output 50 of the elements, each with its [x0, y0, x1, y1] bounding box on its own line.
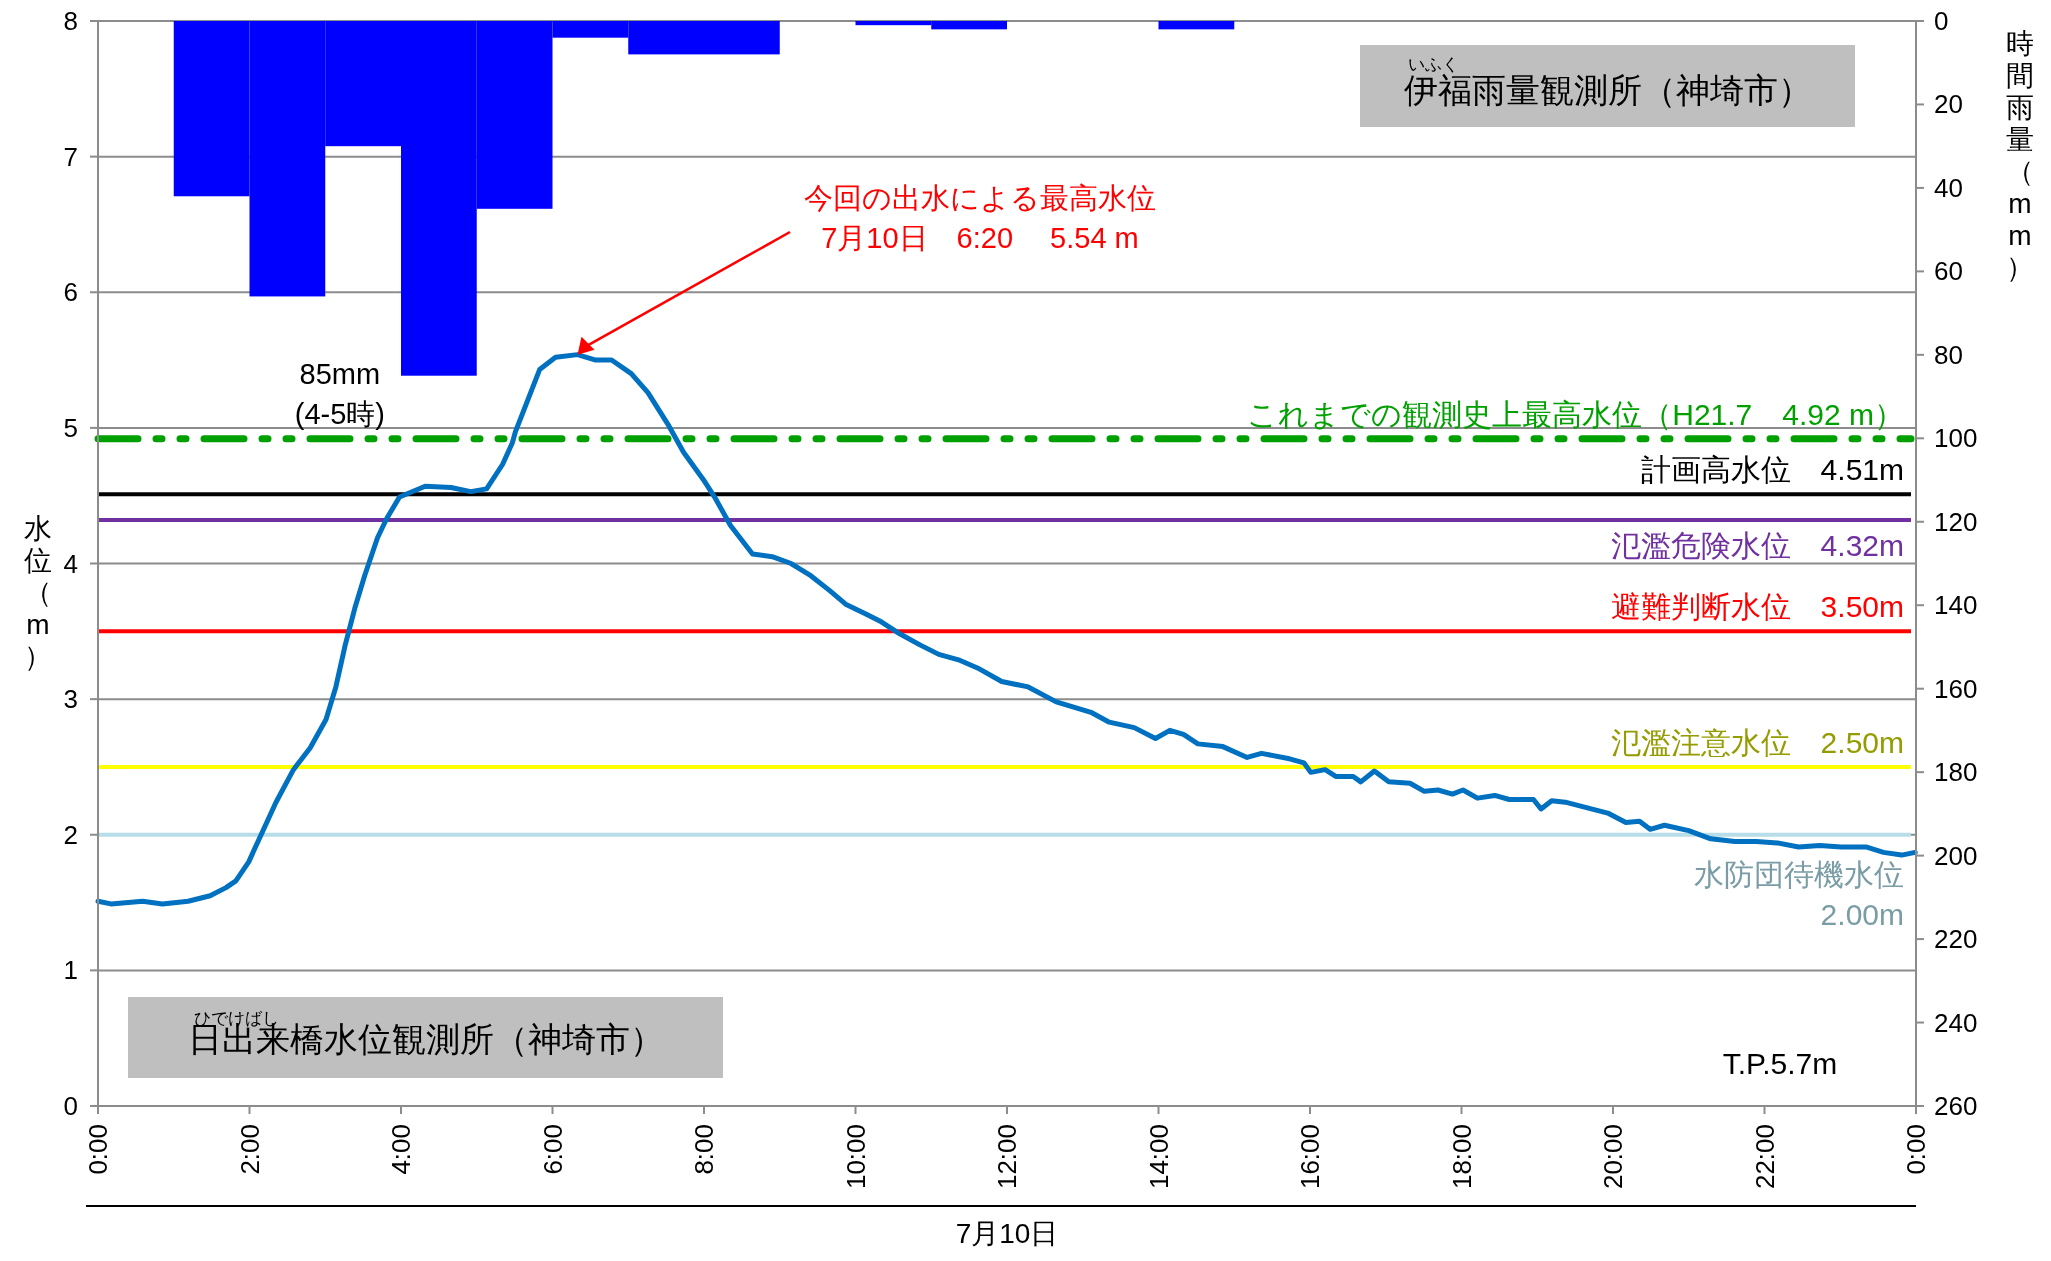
y2-tick-label: 60 — [1934, 256, 1963, 287]
x-tick-label: 2:00 — [234, 1124, 265, 1175]
y-tick-label: 2 — [63, 819, 78, 850]
y-tick-label: 0 — [63, 1091, 78, 1121]
annotation: T.P.5.7m — [1722, 1047, 1838, 1080]
y-axis-title: 水位（m） — [24, 513, 52, 672]
y2-tick-label: 40 — [1934, 172, 1963, 203]
y2-tick-label: 80 — [1934, 339, 1963, 370]
x-tick-label: 14:00 — [1143, 1124, 1174, 1190]
annotation: いふく — [1408, 55, 1459, 74]
y2-tick-label: 240 — [1934, 1007, 1978, 1038]
y-tick-label: 3 — [63, 684, 78, 715]
ref-line-label: 水防団待機水位 2.00m — [1694, 857, 1904, 931]
y-tick-label: 5 — [63, 412, 78, 443]
x-tick-label: 20:00 — [1598, 1124, 1628, 1190]
bar — [1158, 21, 1235, 30]
ref-line-label: 氾濫危険水位 4.32m — [1610, 529, 1904, 563]
y2-tick-label: 120 — [1934, 506, 1978, 537]
ref-line-label: 避難判断水位 3.50m — [1610, 590, 1904, 624]
x-tick-label: 4:00 — [386, 1124, 416, 1175]
x-tick-label: 0:00 — [83, 1124, 113, 1175]
y2-tick-label: 0 — [1934, 6, 1949, 36]
x-tick-label: 16:00 — [1295, 1124, 1325, 1190]
x-tick-label: 0:00 — [1901, 1124, 1931, 1175]
x-tick-label: 22:00 — [1749, 1124, 1780, 1190]
y2-tick-label: 200 — [1934, 840, 1978, 871]
annotation: 85mm (4-5時) — [294, 358, 385, 431]
x-tick-label: 10:00 — [840, 1124, 871, 1190]
annotation: 今回の出水による最高水位 7月10日 6:20 5.54 m — [804, 182, 1156, 254]
y-tick-label: 4 — [63, 548, 78, 579]
y-tick-label: 7 — [63, 141, 78, 172]
y2-tick-label: 100 — [1934, 423, 1978, 454]
x-tick-label: 8:00 — [689, 1124, 719, 1175]
y2-tick-label: 220 — [1934, 924, 1978, 955]
y-tick-label: 1 — [63, 955, 78, 986]
ref-line-label: 氾濫注意水位 2.50m — [1610, 725, 1904, 759]
x-tick-label: 18:00 — [1446, 1124, 1477, 1190]
y2-tick-label: 180 — [1934, 757, 1978, 788]
y2-tick-label: 20 — [1934, 89, 1963, 120]
y2-tick-label: 260 — [1934, 1091, 1978, 1121]
ref-line-label: 計画高水位 4.51m — [1640, 453, 1904, 487]
x-tick-label: 6:00 — [537, 1124, 568, 1175]
x-axis-title: 7月10日 — [955, 1218, 1059, 1249]
y-tick-label: 8 — [63, 6, 78, 36]
y2-tick-label: 140 — [1934, 590, 1978, 621]
y-tick-label: 6 — [63, 277, 78, 308]
x-tick-label: 12:00 — [992, 1124, 1022, 1190]
ref-line-label: これまでの観測史上最高水位（H21.7 4.92 m） — [1247, 397, 1904, 431]
y2-tick-label: 160 — [1934, 673, 1978, 704]
y2-axis-title: 時間雨量（mm） — [2006, 28, 2034, 283]
